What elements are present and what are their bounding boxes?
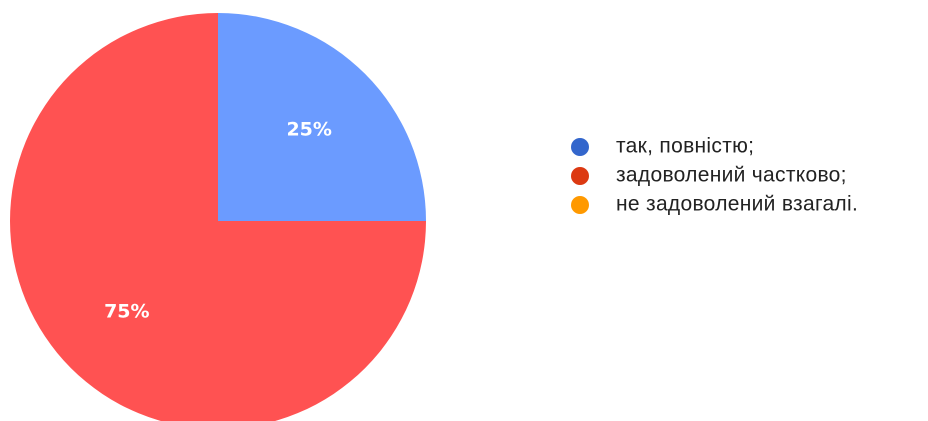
- pie-slice-label-0: 25%: [286, 118, 331, 140]
- legend-label-2: не задоволений взагалі.: [616, 193, 858, 216]
- pie-slices: [10, 13, 426, 421]
- pie-slice-label-1: 75%: [104, 301, 149, 323]
- pie-slice-1: [10, 13, 426, 421]
- pie-slice-0: [218, 13, 426, 221]
- legend-marker-2: [571, 196, 589, 214]
- legend-marker-1: [571, 167, 589, 185]
- legend-label-0: так, повністю;: [616, 135, 754, 158]
- legend-label-1: задоволений частково;: [616, 164, 847, 187]
- pie-slice-labels: 25% 75%: [104, 118, 332, 322]
- legend-marker-0: [571, 138, 589, 156]
- legend: так, повністю; задоволений частково; не за…: [571, 135, 858, 216]
